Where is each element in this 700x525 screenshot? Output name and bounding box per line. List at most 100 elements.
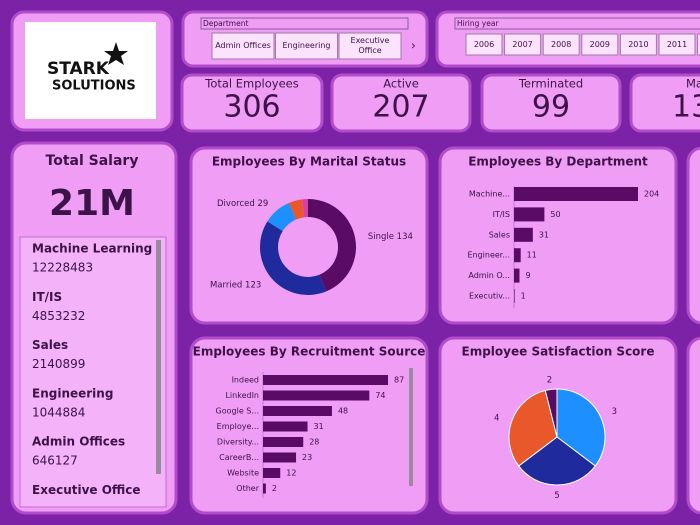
slicer-item-box: 2010: [628, 39, 649, 49]
slice-category: Single: [368, 231, 394, 241]
slicer-item-frame: [465, 33, 503, 56]
card-value: 13: [672, 90, 700, 125]
slicer-item[interactable]: 2011: [666, 39, 688, 49]
value-label: 74: [375, 391, 385, 400]
slicer-item-box: Engineering: [282, 41, 331, 50]
bar: [514, 207, 545, 222]
card-label: Active: [383, 77, 419, 91]
scrollbar[interactable]: [409, 368, 413, 486]
card-label: Total Employees: [204, 77, 298, 91]
slice-value: 29: [257, 198, 268, 208]
slice: [517, 436, 597, 486]
slice-value: 123: [245, 280, 261, 290]
salary-list-box: [19, 236, 167, 508]
slicer-item-frame: [211, 32, 275, 60]
chart-title: Employees By Recruitment Source: [193, 345, 426, 359]
slicer-item-frame: [542, 33, 580, 56]
slicer-item-frame: [697, 33, 700, 56]
slicer-item[interactable]: 2008: [551, 39, 572, 49]
card-panel: [480, 73, 622, 133]
value-label: 23: [302, 453, 312, 462]
slice-label: Married 123: [210, 280, 261, 290]
value-label: 11: [527, 251, 537, 260]
slicer-item-frame: [504, 33, 542, 56]
value-label: 204: [644, 190, 659, 199]
salary-amount: 646127: [32, 454, 78, 468]
card-value: 306: [223, 90, 280, 125]
slicer-item[interactable]: Engineering: [282, 41, 331, 50]
slicer-item[interactable]: 2009: [589, 39, 610, 49]
card-panel: [629, 73, 700, 133]
scrollbar[interactable]: [156, 240, 161, 474]
bar: [263, 468, 281, 478]
slice-label: 3: [612, 407, 617, 417]
card-value: 99: [532, 90, 570, 125]
chart-panel: [189, 146, 429, 325]
bar: [514, 289, 515, 303]
salary-name: Executive Office: [32, 483, 141, 497]
category-label: Sales: [489, 230, 510, 239]
slice-category: 5: [554, 491, 559, 501]
category-label: Google S...: [216, 407, 259, 416]
value-label: 28: [309, 438, 319, 447]
card-label: Terminated: [518, 77, 583, 91]
value-label: 12: [286, 469, 296, 478]
value-label: 31: [314, 422, 324, 431]
bar: [263, 437, 304, 447]
chart-panel: [686, 146, 700, 325]
slicer-item-box: 2011: [666, 39, 688, 49]
slice: [267, 202, 297, 231]
slicer-item[interactable]: Admin Offices: [215, 41, 271, 50]
slicer-item-frame: [338, 32, 402, 60]
slicer-item-box: 2006: [473, 39, 495, 49]
slice-category: 3: [612, 407, 617, 417]
slicer-title-box: [200, 17, 409, 30]
category-label: Admin O...: [468, 271, 510, 280]
slicer-item-box: Admin Offices: [215, 41, 271, 50]
salary-title: Total Salary: [46, 153, 139, 169]
slice-label: Divorced 29: [217, 198, 268, 208]
salary-amount: 1044884: [32, 405, 85, 419]
salary-amount: 2140899: [32, 357, 85, 371]
slicer-arrow[interactable]: ›: [411, 39, 416, 53]
slice-category: Married: [210, 280, 242, 290]
chart-panel: [686, 336, 700, 515]
category-label: Diversity...: [217, 438, 259, 447]
bar: [514, 227, 533, 242]
slicer-title: Hiring year: [457, 19, 499, 28]
value-label: 87: [394, 376, 404, 385]
category-label: IT/IS: [493, 210, 510, 219]
salary-amount: 12228483: [32, 261, 93, 275]
slicer-item-box: Executive Office: [350, 36, 390, 55]
slicer-item[interactable]: Executive Office: [350, 36, 390, 55]
category-label: Website: [227, 469, 259, 478]
value-label: 9: [525, 271, 530, 280]
card-label: Ma: [686, 77, 700, 91]
salary-value: 21M: [49, 183, 135, 224]
bar: [263, 421, 308, 432]
slice-category: 2: [547, 375, 552, 385]
slicer-item[interactable]: 2006: [473, 39, 495, 49]
slice-category: Divorced: [217, 198, 255, 208]
bar: [514, 248, 521, 263]
category-label: Indeed: [232, 376, 259, 385]
slice-label: 2: [547, 375, 552, 385]
value-label: 2: [272, 484, 277, 493]
slicer-item-frame: [275, 32, 338, 60]
slicer-item[interactable]: 2007: [512, 39, 533, 49]
slicer-item[interactable]: 2010: [628, 39, 649, 49]
slicer-title: Department: [203, 19, 248, 28]
slicer-title-box: [454, 17, 700, 30]
bar: [514, 268, 520, 283]
logo-star: [104, 42, 128, 65]
logo-line2: SOLUTIONS: [52, 79, 136, 94]
card-value: 207: [372, 90, 429, 125]
slice-label: 4: [494, 413, 499, 423]
slice: [544, 388, 558, 438]
logo-line1: STARK: [47, 59, 110, 79]
slice: [556, 388, 606, 467]
slicer-item-frame: [658, 33, 696, 56]
slice: [288, 199, 305, 220]
chart-title: Employee Satisfaction Score: [462, 345, 655, 359]
